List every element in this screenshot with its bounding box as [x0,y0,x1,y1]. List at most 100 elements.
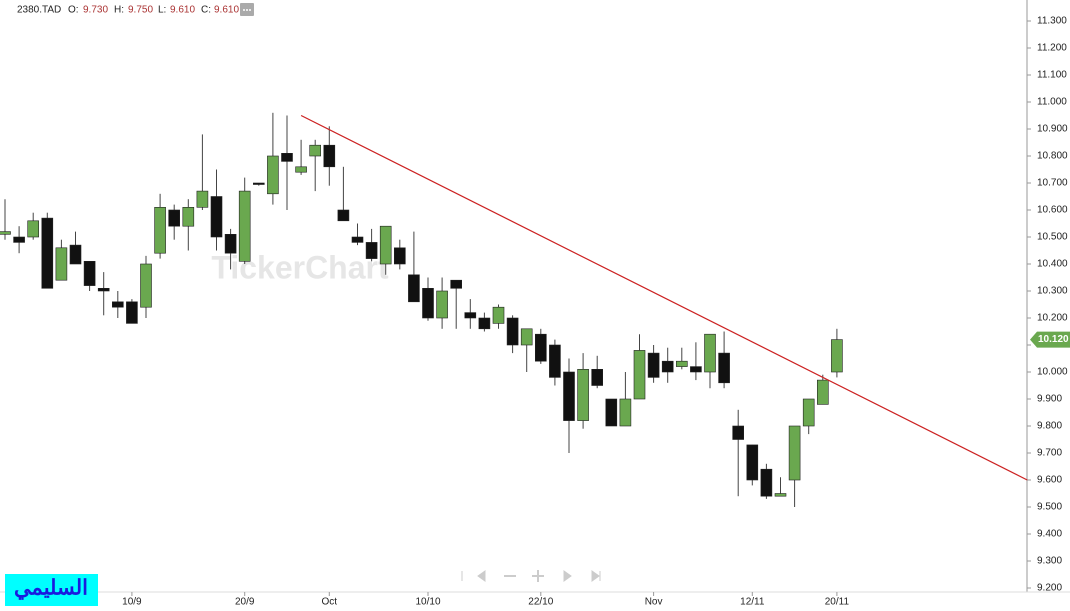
candle-body [746,444,759,481]
trendline [300,114,1028,481]
candle-body [13,236,25,243]
y-tick-label: 11.000 [1037,97,1067,108]
last-price-tag [1030,331,1070,348]
candle-body [408,274,420,303]
dot [243,9,245,11]
candle-body [831,339,843,373]
candle-body [732,425,745,440]
y-tick-label: 10.000 [1037,367,1068,378]
x-tick-label: 12/11 [740,597,765,608]
candle-body [27,220,40,238]
candle-body [0,231,11,235]
dot [249,9,251,11]
candle-body [196,190,209,208]
candle-body [365,242,378,259]
candle-body [83,260,96,286]
y-tick-label: 9.700 [1037,448,1062,459]
candle-body [704,333,716,373]
y-tick-label: 10.400 [1037,259,1068,270]
x-tick-label: 22/10 [528,597,553,608]
dot [246,9,248,11]
y-tick-label: 10.800 [1037,151,1068,162]
y-tick-label: 11.300 [1037,16,1067,27]
candle-body [281,153,293,162]
candle-body [802,398,815,427]
candle-body [492,306,505,324]
candle-body [253,182,265,185]
candle-body [464,312,477,319]
y-tick-label: 9.400 [1037,529,1062,540]
candle-body [224,234,237,254]
candle-body [661,360,674,373]
candle-body [718,352,730,384]
candle-body [69,244,82,265]
candle-body [323,144,336,168]
last-price-label: 10.120 [1038,334,1069,345]
candle-body [633,350,646,400]
candle-body [379,225,392,265]
candle-body [422,287,434,319]
x-tick-label: Nov [645,597,663,608]
candle-body [393,247,406,265]
candle-body [647,352,660,378]
candle-body [41,217,54,289]
candle-body [506,317,519,346]
y-tick-label: 9.300 [1037,556,1062,567]
candle-body [112,301,124,308]
y-tick-label: 10.200 [1037,313,1068,324]
close-value: 9.610 [214,5,239,16]
candle-body [55,247,68,281]
nav-prev[interactable] [477,570,486,582]
candle-body [605,398,618,427]
candle-body [816,379,829,405]
candle-body [126,301,138,324]
candle-body [591,368,604,386]
candle-body [351,236,364,243]
candle-body [563,371,575,421]
candle-body [760,468,773,497]
y-tick-label: 11.200 [1037,43,1067,54]
header: 2380.TAD O: 9.730 H: 9.750 L: 9.610 C: 9… [17,3,254,16]
candle-body [675,360,688,367]
close-label: C: [201,5,211,16]
high-value: 9.750 [128,5,153,16]
y-tick-label: 10.600 [1037,205,1068,216]
open-value: 9.730 [83,5,108,16]
footer-label: السليمي [14,577,88,601]
y-tick-label: 10.300 [1037,286,1068,297]
x-tick-label: 20/11 [825,597,850,608]
candle-body [295,166,307,173]
candle-body [774,493,787,497]
candle-body [788,425,801,481]
candle-body [337,209,350,222]
candle-body [478,317,491,330]
x-tick-label: 10/9 [122,597,142,608]
candle-body [520,328,533,346]
candle-body [436,290,448,319]
low-label: L: [158,5,166,16]
x-tick-label: Oct [322,597,338,608]
nav-end[interactable] [591,570,601,582]
nav-zoom-in[interactable] [532,570,544,582]
candle-body [549,344,561,378]
open-label: O: [68,5,79,16]
candle-body [238,190,251,262]
candle-body [140,263,152,308]
candle-body [619,398,632,427]
x-tick-label: 20/9 [235,597,255,608]
y-tick-label: 9.500 [1037,502,1062,513]
candle-body [309,144,322,157]
navigation [461,570,601,582]
candle-body [168,209,180,227]
footer-box [5,574,98,606]
y-tick-label: 9.800 [1037,421,1062,432]
y-tick-label: 9.600 [1037,475,1062,486]
low-value: 9.610 [170,5,195,16]
y-tick-label: 9.900 [1037,394,1062,405]
candle-body [577,368,589,421]
y-tick-label: 9.200 [1037,583,1062,594]
nav-next[interactable] [563,570,572,582]
